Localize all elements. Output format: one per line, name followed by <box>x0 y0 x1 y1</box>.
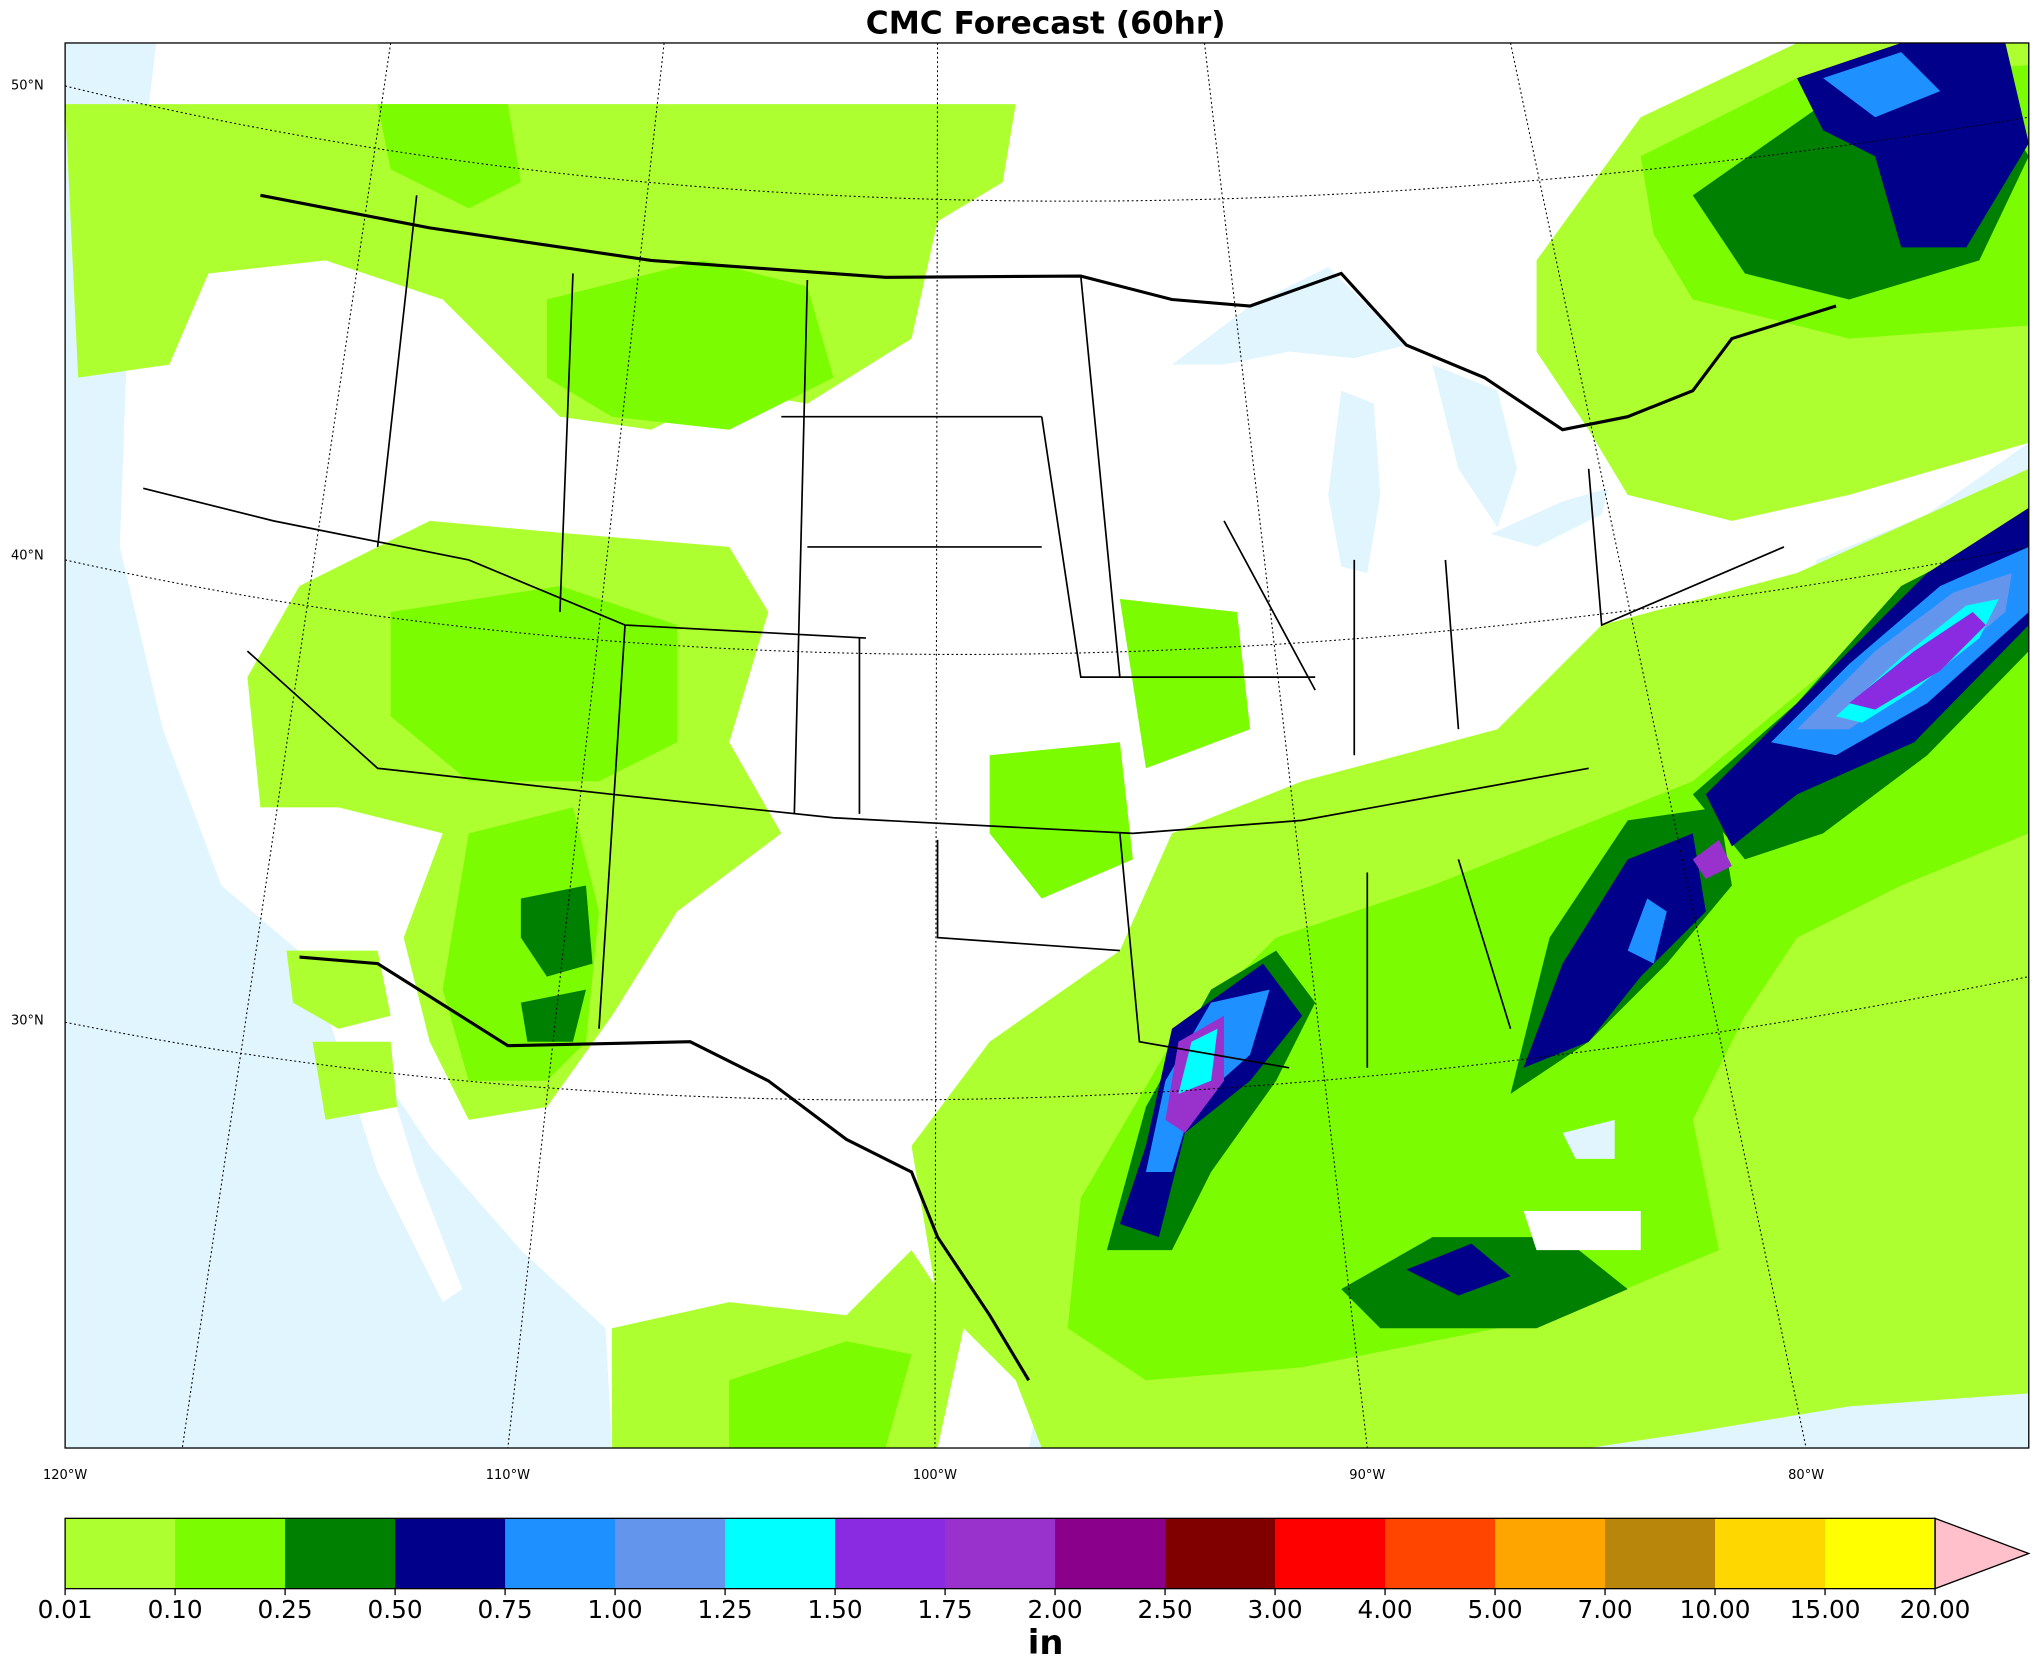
colorbar-tick-label: 10.00 <box>1680 1595 1751 1624</box>
lon-label: 90°W <box>1349 1468 1385 1483</box>
colorbar-tick-label: 1.00 <box>588 1595 643 1624</box>
colorbar-bin <box>1715 1518 1826 1589</box>
colorbar-bin <box>65 1518 176 1589</box>
map <box>64 42 2030 1449</box>
lat-label: 40°N <box>11 549 44 564</box>
colorbar-bin <box>615 1518 726 1589</box>
precipitation-field <box>65 42 2029 1449</box>
colorbar-bin <box>1055 1518 1166 1589</box>
graticule <box>65 42 2029 1449</box>
colorbar-bin <box>285 1518 396 1589</box>
lat-labels: 50°N 40°N 30°N <box>11 78 44 1028</box>
colorbar-bin <box>395 1518 506 1589</box>
country-border <box>299 955 1031 1382</box>
lon-label: 100°W <box>913 1468 957 1483</box>
colorbar-bin <box>1165 1518 1276 1589</box>
colorbar-tick-label: 0.50 <box>368 1595 423 1624</box>
lake <box>1171 266 1407 365</box>
colorbar-bin <box>1385 1518 1496 1589</box>
colorbar-tick-label: 5.00 <box>1468 1595 1523 1624</box>
colorbar-bin <box>945 1518 1056 1589</box>
colorbar-bin <box>1495 1518 1606 1589</box>
colorbar-tick-label: 15.00 <box>1790 1595 1861 1624</box>
colorbar-bin <box>835 1518 946 1589</box>
colorbar-bin <box>1605 1518 1716 1589</box>
colorbar-bin <box>1825 1518 1936 1589</box>
colorbar-tick-label: 1.75 <box>918 1595 973 1624</box>
lon-label: 110°W <box>486 1468 530 1483</box>
lon-label: 120°W <box>43 1468 87 1483</box>
colorbar-tick-label: 1.25 <box>698 1595 753 1624</box>
lon-label: 80°W <box>1788 1468 1824 1483</box>
lon-labels: 120°W 110°W 100°W 90°W 80°W <box>43 1468 1824 1483</box>
colorbar-label: in <box>1028 1623 1064 1662</box>
colorbar-tick-label: 0.25 <box>258 1595 313 1624</box>
colorbar-tick-label: 1.50 <box>808 1595 863 1624</box>
colorbar-frame <box>64 1517 1936 1590</box>
colorbar-extend <box>1934 1517 2031 1590</box>
colorbar-tick-label: 20.00 <box>1900 1595 1971 1624</box>
colorbar-bin <box>725 1518 836 1589</box>
colorbar-tick-label: 0.01 <box>38 1595 93 1624</box>
lake <box>1490 488 1609 547</box>
lake <box>1432 364 1518 528</box>
colorbar-tick-label: 0.75 <box>478 1595 533 1624</box>
colorbar-tick-label: 3.00 <box>1248 1595 1303 1624</box>
colorbar-tick-label: 2.00 <box>1028 1595 1083 1624</box>
country-border <box>260 193 1837 432</box>
map-title: CMC Forecast (60hr) <box>866 6 1226 42</box>
colorbar-tick-label: 4.00 <box>1358 1595 1413 1624</box>
colorbar-bin <box>505 1518 616 1589</box>
lat-label: 30°N <box>11 1013 44 1028</box>
colorbar-bin <box>175 1518 286 1589</box>
lake <box>1328 390 1381 573</box>
colorbar-tick-label: 2.50 <box>1138 1595 1193 1624</box>
map-frame <box>64 42 2030 1449</box>
state-border <box>143 195 1785 1069</box>
colorbar: 0.01 0.10 0.25 0.50 0.75 1.00 1.25 1.50 1.75 2.00… <box>38 1517 2031 1624</box>
lat-label: 50°N <box>11 78 44 93</box>
colorbar-bin <box>1275 1518 1386 1589</box>
colorbar-tick-label: 7.00 <box>1578 1595 1633 1624</box>
colorbar-tick-label: 0.10 <box>148 1595 203 1624</box>
